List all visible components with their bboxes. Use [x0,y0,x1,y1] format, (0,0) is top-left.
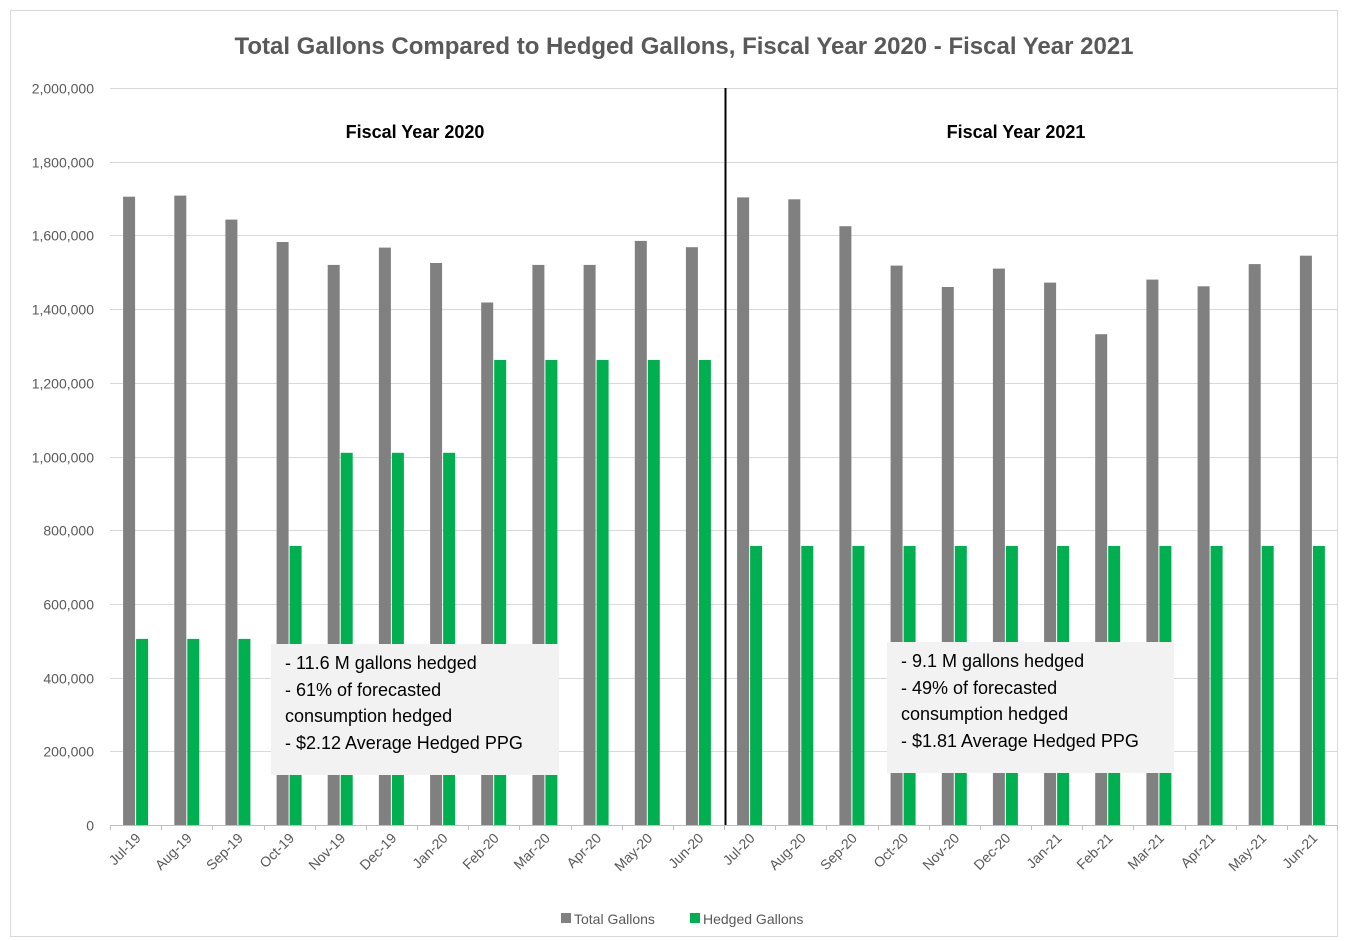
y-tick-label: 200,000 [43,744,94,760]
legend-label-total: Total Gallons [574,911,655,927]
bar-hedged-gallons [136,638,149,825]
y-tick-label: 1,200,000 [32,376,94,392]
bar-hedged-gallons [647,360,660,825]
x-tick-label: May-21 [1225,830,1269,874]
chart-title: Total Gallons Compared to Hedged Gallons… [234,33,1133,60]
fy2021-summary-line: consumption hedged [901,704,1069,724]
bar-total-gallons [583,264,596,825]
x-tick-label: Apr-20 [563,830,604,871]
fy2020-summary-line: - $2.12 Average Hedged PPG [285,732,523,753]
fiscal-year-2021-label: Fiscal Year 2021 [947,122,1086,142]
y-tick-label: 1,600,000 [32,228,94,244]
legend-swatch-hedged [690,913,700,923]
x-tick-label: Nov-19 [305,830,348,873]
x-tick-label: Sep-19 [203,830,246,873]
y-tick-label: 1,400,000 [32,302,94,318]
x-tick-label: Apr-21 [1177,830,1218,871]
fy2021-summary-box: - 9.1 M gallons hedged - 49% of forecast… [887,642,1174,773]
x-tick-label: Jul-19 [105,830,143,868]
bar-total-gallons [1299,255,1312,825]
x-tick-label: Jan-20 [409,830,451,872]
bar-total-gallons [174,195,187,826]
bar-hedged-gallons [596,360,609,825]
x-tick-label: Mar-20 [510,830,553,873]
x-tick-label: Jul-20 [719,830,757,868]
x-tick-label: Feb-21 [1073,830,1116,873]
y-tick-label: 2,000,000 [32,81,94,97]
bar-hedged-gallons [698,360,711,825]
bar-total-gallons [1197,286,1210,825]
x-tick-label: May-20 [611,830,655,874]
fiscal-year-2020-label: Fiscal Year 2020 [346,122,485,142]
bar-hedged-gallons [187,638,200,825]
x-tick-label: Dec-20 [970,830,1013,873]
x-tick-label: Aug-19 [152,830,195,873]
x-tick-label: Feb-20 [459,830,502,873]
fy2021-summary-line: - 49% of forecasted [901,677,1058,698]
x-tick-label: Sep-20 [817,830,860,873]
fy2020-summary-line: - 11.6 M gallons hedged [285,653,477,673]
x-tick-label: Nov-20 [919,830,962,873]
x-tick-label: Mar-21 [1124,830,1167,873]
bar-total-gallons [685,247,698,825]
bar-hedged-gallons [852,546,865,825]
bar-hedged-gallons [1312,546,1325,825]
bar-hedged-gallons [801,546,814,825]
bar-total-gallons [1248,264,1261,826]
legend-swatch-total [561,913,571,923]
bar-total-gallons [634,240,647,825]
y-tick-label: 600,000 [43,597,94,613]
bar-hedged-gallons [1261,546,1274,825]
x-tick-label: Jan-21 [1023,830,1065,872]
x-tick-label: Aug-20 [766,830,809,873]
fy2021-summary-line: - $1.81 Average Hedged PPG [901,730,1139,751]
y-tick-label: 800,000 [43,523,94,539]
legend-label-hedged: Hedged Gallons [703,911,803,927]
legend: Total Gallons Hedged Gallons [561,911,803,927]
fy2020-summary-line: - 61% of forecasted [285,679,442,700]
bar-total-gallons [225,219,238,826]
bar-hedged-gallons [750,546,763,825]
bar-total-gallons [839,226,852,825]
bar-total-gallons [788,199,801,826]
x-tick-label: Dec-19 [356,830,399,873]
y-tick-label: 400,000 [43,671,94,687]
fy2020-summary-box: - 11.6 M gallons hedged - 61% of forecas… [271,644,559,775]
y-tick-label: 1,800,000 [32,155,94,171]
fy2020-summary-line: consumption hedged [285,706,453,726]
bar-total-gallons [737,197,750,825]
bar-hedged-gallons [1210,546,1223,825]
x-tick-label: Oct-19 [256,830,297,871]
bar-hedged-gallons [238,638,251,825]
x-tick-label: Oct-20 [870,830,911,871]
x-tick-label: Jun-21 [1279,830,1321,872]
x-tick-label: Jun-20 [665,830,707,872]
bar-total-gallons [123,196,136,825]
y-tick-label: 0 [86,818,94,834]
y-tick-label: 1,000,000 [32,450,94,466]
fy2021-summary-line: - 9.1 M gallons hedged [901,651,1085,671]
